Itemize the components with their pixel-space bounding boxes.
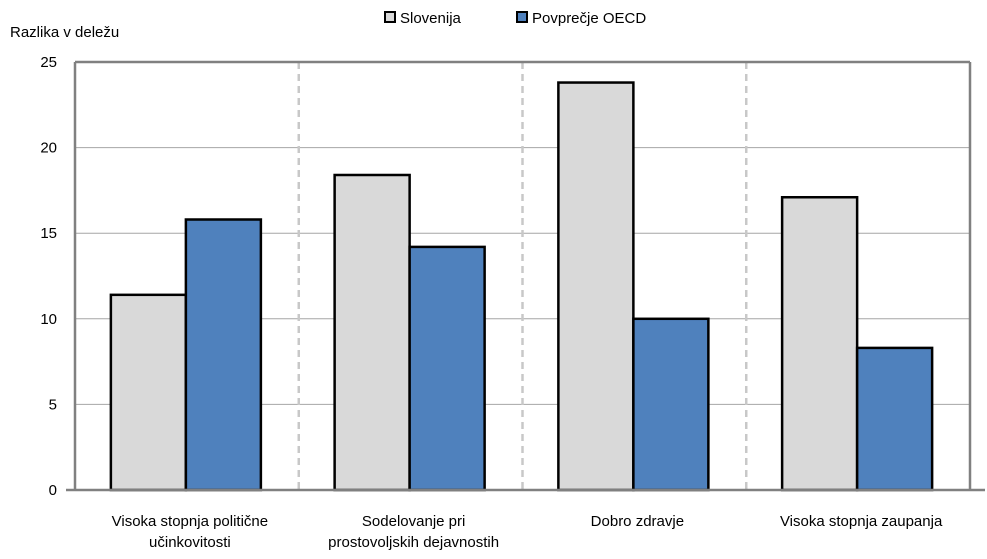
y-tick-label: 5: [49, 396, 57, 413]
y-tick-label: 10: [40, 311, 57, 328]
bar-oecd: [855, 346, 934, 492]
bar-slovenija: [557, 81, 635, 492]
x-category-label: Sodelovanje pri: [362, 513, 465, 530]
y-tick-label: 20: [40, 140, 57, 157]
x-category-label: prostovoljskih dejavnostih: [328, 534, 499, 551]
x-category-label: Visoka stopnja politične: [112, 513, 269, 530]
y-tick-label: 0: [49, 482, 57, 499]
axes: [66, 60, 985, 492]
bar-slovenija: [109, 293, 188, 492]
y-axis-title: Razlika v deležu: [10, 24, 119, 41]
legend-label-oecd: Povprečje OECD: [532, 10, 646, 27]
y-tick-label: 25: [40, 54, 57, 71]
bar-oecd: [408, 245, 486, 492]
bar-slovenija: [333, 173, 411, 492]
legend-label-slovenija: Slovenija: [400, 10, 462, 27]
legend-swatch-slovenija: [384, 11, 396, 23]
x-category-label: Visoka stopnja zaupanja: [780, 513, 943, 530]
x-category-label: Dobro zdravje: [591, 513, 684, 530]
y-tick-labels: 0 5 10 15 20 25: [40, 54, 57, 499]
x-category-label: učinkovitosti: [149, 534, 231, 551]
bar-oecd: [632, 317, 710, 492]
y-tick-label: 15: [40, 225, 57, 242]
bar-slovenija: [780, 195, 859, 492]
x-category-labels: Visoka stopnja politične učinkovitosti Sod…: [112, 513, 943, 551]
legend-swatch-oecd: [516, 11, 528, 23]
bar-oecd: [184, 218, 263, 492]
legend: Slovenija Povprečje OECD: [384, 10, 646, 27]
